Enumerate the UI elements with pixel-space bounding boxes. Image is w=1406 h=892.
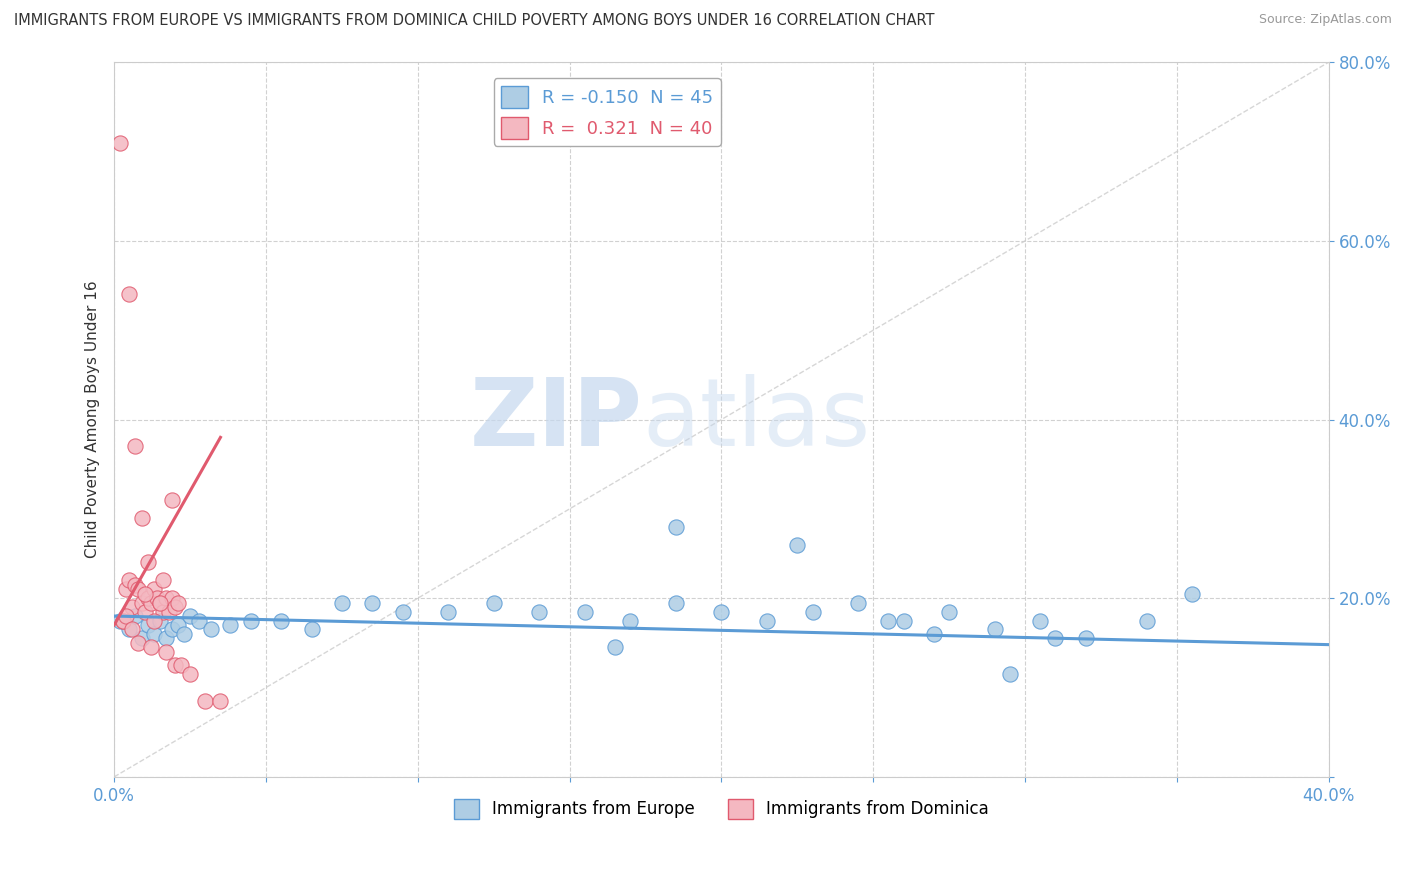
Point — [984, 623, 1007, 637]
Point — [124, 609, 146, 624]
Point — [142, 582, 165, 597]
Point — [619, 614, 641, 628]
Legend: Immigrants from Europe, Immigrants from Dominica: Immigrants from Europe, Immigrants from … — [447, 792, 995, 826]
Point — [136, 556, 159, 570]
Text: atlas: atlas — [643, 374, 870, 466]
Point — [170, 658, 193, 673]
Point — [173, 627, 195, 641]
Point — [118, 574, 141, 588]
Point — [179, 667, 201, 681]
Point — [877, 614, 900, 628]
Point — [786, 538, 808, 552]
Point — [134, 587, 156, 601]
Point — [1074, 632, 1097, 646]
Text: Source: ZipAtlas.com: Source: ZipAtlas.com — [1258, 13, 1392, 27]
Point — [167, 618, 190, 632]
Point — [115, 609, 138, 624]
Point — [145, 591, 167, 606]
Point — [131, 632, 153, 646]
Point — [922, 627, 945, 641]
Point — [142, 614, 165, 628]
Point — [200, 623, 222, 637]
Text: ZIP: ZIP — [470, 374, 643, 466]
Point — [110, 136, 132, 150]
Point — [160, 623, 183, 637]
Point — [115, 582, 138, 597]
Point — [121, 623, 143, 637]
Point — [209, 694, 232, 708]
Point — [665, 519, 688, 533]
Point — [801, 605, 824, 619]
Point — [155, 591, 177, 606]
Point — [160, 492, 183, 507]
Point — [188, 614, 211, 628]
Point — [665, 596, 688, 610]
Point — [152, 574, 174, 588]
Point — [938, 605, 960, 619]
Point — [155, 632, 177, 646]
Point — [1045, 632, 1067, 646]
Point — [218, 618, 240, 632]
Point — [127, 582, 149, 597]
Point — [605, 640, 627, 655]
Point — [529, 605, 551, 619]
Point — [163, 658, 186, 673]
Point — [160, 591, 183, 606]
Point — [574, 605, 596, 619]
Point — [124, 439, 146, 453]
Point — [112, 614, 135, 628]
Point — [167, 596, 190, 610]
Point — [131, 596, 153, 610]
Point — [893, 614, 915, 628]
Point — [139, 596, 162, 610]
Point — [846, 596, 869, 610]
Point — [1135, 614, 1157, 628]
Point — [998, 667, 1021, 681]
Point — [118, 623, 141, 637]
Point — [112, 614, 135, 628]
Point — [361, 596, 384, 610]
Point — [155, 645, 177, 659]
Point — [136, 618, 159, 632]
Point — [110, 614, 132, 628]
Point — [1029, 614, 1052, 628]
Text: IMMIGRANTS FROM EUROPE VS IMMIGRANTS FROM DOMINICA CHILD POVERTY AMONG BOYS UNDE: IMMIGRANTS FROM EUROPE VS IMMIGRANTS FRO… — [14, 13, 935, 29]
Point — [482, 596, 505, 610]
Point — [118, 287, 141, 301]
Point — [270, 614, 292, 628]
Point — [121, 600, 143, 615]
Point — [179, 609, 201, 624]
Point — [136, 591, 159, 606]
Point — [194, 694, 217, 708]
Point — [1181, 587, 1204, 601]
Point — [149, 596, 172, 610]
Point — [149, 596, 172, 610]
Point — [149, 614, 172, 628]
Point — [756, 614, 779, 628]
Point — [239, 614, 262, 628]
Point — [157, 605, 180, 619]
Point — [710, 605, 733, 619]
Point — [330, 596, 353, 610]
Point — [391, 605, 413, 619]
Point — [134, 605, 156, 619]
Point — [124, 578, 146, 592]
Point — [127, 636, 149, 650]
Point — [437, 605, 460, 619]
Point — [142, 627, 165, 641]
Point — [139, 640, 162, 655]
Point — [163, 600, 186, 615]
Y-axis label: Child Poverty Among Boys Under 16: Child Poverty Among Boys Under 16 — [86, 281, 100, 558]
Point — [131, 510, 153, 524]
Point — [301, 623, 323, 637]
Point — [152, 605, 174, 619]
